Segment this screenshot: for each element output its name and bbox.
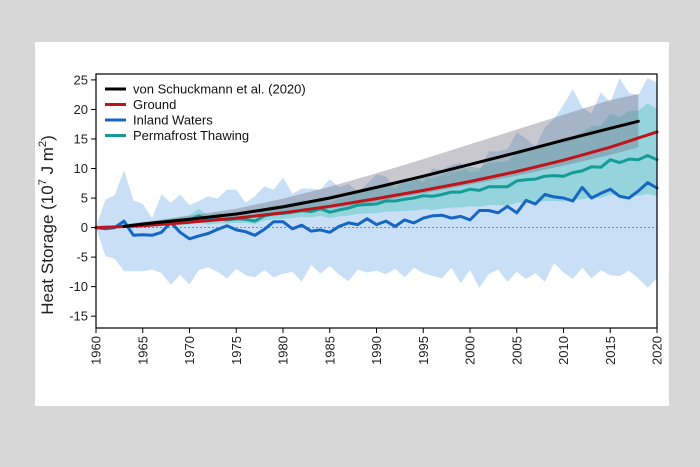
x-tick-label: 1970 [182, 336, 197, 365]
x-tick-label: 2000 [463, 336, 478, 365]
x-tick-label: 1980 [276, 336, 291, 365]
band-permafrost-thawing [96, 103, 657, 228]
x-tick-label: 1995 [416, 336, 431, 365]
x-tick-label: 2005 [509, 336, 524, 365]
y-axis-title: Heat Storage (107 J m2) [37, 135, 57, 315]
y-axis-title-exp2: 2 [37, 141, 49, 147]
x-tick-label: 1990 [369, 336, 384, 365]
line-ground [94, 130, 659, 230]
figure-card: 25 20 15 10 5 0 -5 -10 -15 1960 1965 1970 1975 1980 1… [35, 42, 669, 406]
y-tick-label: 0 [81, 220, 88, 235]
uncertainty-bands [96, 78, 657, 288]
y-axis-title-main: Heat Storage (10 [38, 185, 57, 314]
legend-label-von-schuckmann-et-al-2020: von Schuckmann et al. (2020) [133, 82, 306, 97]
y-axis-title-mid: J m [38, 147, 57, 179]
y-axis-title-end: ) [38, 135, 57, 141]
y-axis-title-exp1: 7 [37, 179, 49, 185]
x-tick-label: 2020 [650, 336, 665, 365]
x-tick-label: 2010 [556, 336, 571, 365]
y-tick-label: 15 [74, 131, 88, 146]
y-tick-label: -10 [69, 279, 88, 294]
band-inland-waters [96, 78, 657, 288]
x-tick-label: 1960 [89, 336, 104, 365]
y-tick-label: -15 [69, 309, 88, 324]
line-von-schuckmann-et-al-2020 [122, 119, 640, 228]
y-tick-label: 25 [74, 72, 88, 87]
legend-label-inland-waters: Inland Waters [133, 113, 213, 128]
line-inland-waters [94, 181, 659, 241]
legend: von Schuckmann et al. (2020)GroundInland… [105, 82, 306, 143]
y-tick-label: 20 [74, 102, 88, 117]
x-tick-label: 1975 [229, 336, 244, 365]
legend-label-permafrost-thawing: Permafrost Thawing [133, 128, 249, 143]
y-tick-label: 10 [74, 161, 88, 176]
x-tick-label: 1965 [135, 336, 150, 365]
y-tick-label: 5 [81, 191, 88, 206]
series-lines [94, 119, 659, 241]
x-tick-label: 1985 [322, 336, 337, 365]
x-axis-ticks: 1960 1965 1970 1975 1980 1985 1990 1995 2000 2005… [89, 328, 665, 365]
legend-label-ground: Ground [133, 97, 176, 112]
y-axis-ticks: 25 20 15 10 5 0 -5 -10 -15 [69, 72, 96, 324]
band-von-schuckmann-et-al-2020 [124, 94, 639, 227]
y-tick-label: -5 [76, 250, 88, 265]
x-tick-label: 2015 [603, 336, 618, 365]
